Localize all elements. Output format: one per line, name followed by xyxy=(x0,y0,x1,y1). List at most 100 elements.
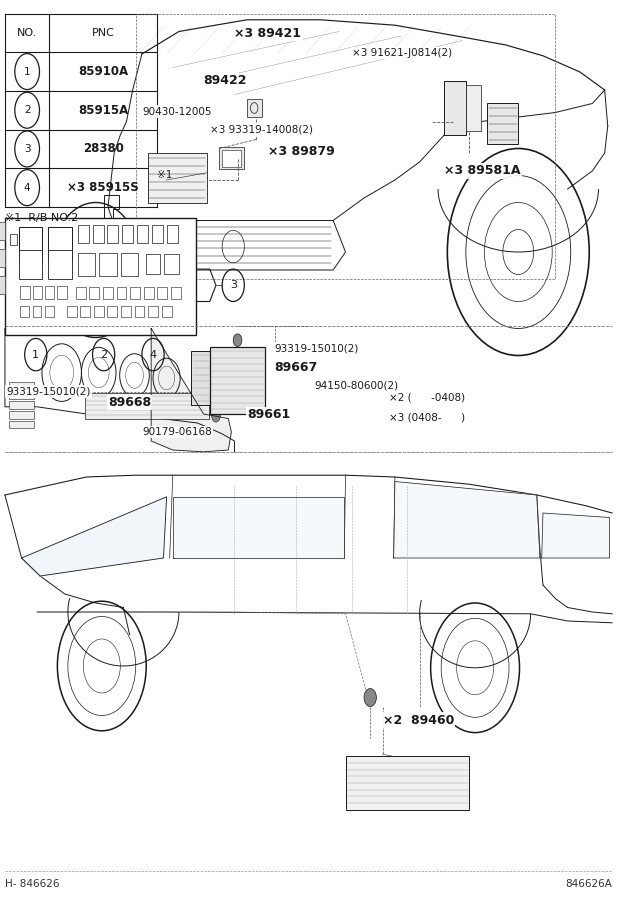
Text: 89661: 89661 xyxy=(247,409,290,421)
Bar xyxy=(67,306,77,317)
Bar xyxy=(48,250,72,279)
Bar xyxy=(146,254,160,274)
Bar xyxy=(0,249,5,267)
Bar xyxy=(148,153,207,202)
Bar xyxy=(191,351,210,405)
Text: 90430-12005: 90430-12005 xyxy=(142,106,212,117)
Text: 94150-80600(2): 94150-80600(2) xyxy=(315,380,399,391)
Bar xyxy=(57,286,67,299)
Text: ×3 91621-J0814(2): ×3 91621-J0814(2) xyxy=(352,48,452,58)
Bar xyxy=(107,225,118,243)
Text: ※1: ※1 xyxy=(157,170,173,181)
Text: 2: 2 xyxy=(100,349,107,360)
Bar xyxy=(122,225,133,243)
Text: 4: 4 xyxy=(24,183,30,193)
Bar xyxy=(19,250,42,279)
Bar xyxy=(157,287,167,299)
Text: PNC: PNC xyxy=(92,28,115,38)
Polygon shape xyxy=(394,482,540,558)
Bar xyxy=(19,227,42,261)
Text: ×3 89581A: ×3 89581A xyxy=(444,165,521,177)
Bar xyxy=(0,276,5,294)
Text: 89422: 89422 xyxy=(204,75,247,87)
Circle shape xyxy=(233,334,242,346)
Text: 28380: 28380 xyxy=(83,142,124,156)
Bar xyxy=(45,306,54,317)
Bar xyxy=(152,225,163,243)
Text: ×3 89879: ×3 89879 xyxy=(268,145,335,158)
Bar xyxy=(20,286,30,299)
Text: 3: 3 xyxy=(24,144,30,154)
Text: ×2  89460: ×2 89460 xyxy=(383,714,454,726)
Bar xyxy=(99,253,117,276)
Text: 85915A: 85915A xyxy=(78,104,128,117)
Text: 1: 1 xyxy=(32,349,39,360)
Bar xyxy=(130,287,140,299)
Circle shape xyxy=(212,410,220,422)
Polygon shape xyxy=(542,513,610,558)
Bar xyxy=(107,306,117,317)
Bar xyxy=(117,287,126,299)
Bar xyxy=(487,104,518,144)
Text: NO.: NO. xyxy=(17,28,37,38)
Bar xyxy=(78,225,89,243)
Bar xyxy=(466,86,481,130)
Text: 3: 3 xyxy=(230,280,237,291)
Text: ×3 89421: ×3 89421 xyxy=(234,27,302,40)
Bar xyxy=(144,287,154,299)
Bar xyxy=(137,225,148,243)
Bar xyxy=(121,306,131,317)
Text: ※1  R/B NO.2: ※1 R/B NO.2 xyxy=(5,212,78,223)
Bar xyxy=(48,227,72,261)
Text: ×3 85915S: ×3 85915S xyxy=(67,181,139,194)
Bar xyxy=(76,287,86,299)
Bar xyxy=(9,401,34,409)
Bar xyxy=(9,421,34,428)
Bar xyxy=(93,225,104,243)
Bar xyxy=(89,287,99,299)
Bar xyxy=(80,306,90,317)
Text: ×3 93319-14008(2): ×3 93319-14008(2) xyxy=(210,124,313,135)
Text: 4: 4 xyxy=(149,349,157,360)
Polygon shape xyxy=(173,497,344,558)
Bar xyxy=(0,222,5,240)
Bar xyxy=(135,306,144,317)
Bar xyxy=(136,14,555,279)
Bar xyxy=(33,306,41,317)
Bar xyxy=(164,254,179,274)
Bar xyxy=(94,306,104,317)
Bar xyxy=(5,218,196,335)
Bar xyxy=(20,306,29,317)
Circle shape xyxy=(364,688,376,706)
Text: H- 846626: H- 846626 xyxy=(5,879,59,889)
Bar xyxy=(222,150,241,166)
Text: ×3 (0408-      ): ×3 (0408- ) xyxy=(389,412,465,423)
Text: 90179-06168: 90179-06168 xyxy=(142,427,212,437)
Text: 93319-15010(2): 93319-15010(2) xyxy=(6,386,91,397)
Text: 846626A: 846626A xyxy=(565,879,612,889)
Bar xyxy=(9,411,34,418)
Text: 89668: 89668 xyxy=(108,396,151,409)
Polygon shape xyxy=(151,328,231,452)
Bar xyxy=(45,286,54,299)
Text: ×2 (      -0408): ×2 ( -0408) xyxy=(389,392,465,403)
Text: 2: 2 xyxy=(24,105,30,115)
Bar xyxy=(346,756,469,810)
Text: 89667: 89667 xyxy=(275,361,318,374)
Bar xyxy=(148,306,158,317)
Bar xyxy=(9,392,34,399)
Bar xyxy=(167,225,178,243)
Bar xyxy=(219,147,244,169)
Bar xyxy=(171,287,181,299)
Bar xyxy=(85,393,209,419)
Bar xyxy=(9,382,34,389)
Bar xyxy=(162,306,172,317)
Bar xyxy=(121,253,138,276)
Polygon shape xyxy=(123,220,133,270)
Polygon shape xyxy=(22,497,167,576)
Bar xyxy=(33,286,42,299)
Bar xyxy=(210,346,265,414)
Bar xyxy=(10,234,17,245)
Bar xyxy=(247,99,262,117)
Text: 1: 1 xyxy=(24,67,30,76)
